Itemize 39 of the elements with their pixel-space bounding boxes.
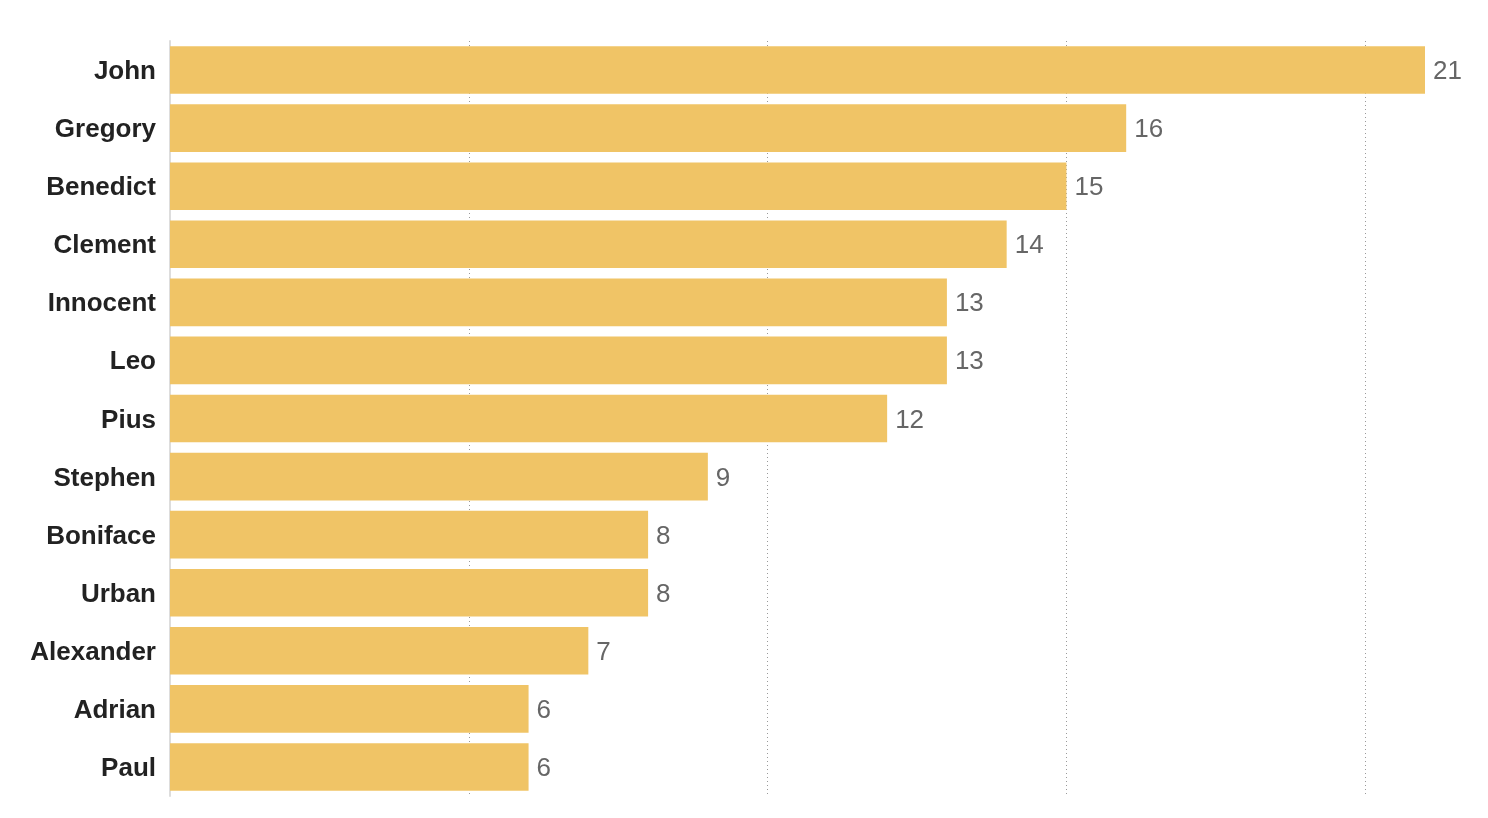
data-label: 6	[536, 751, 552, 782]
bar	[170, 162, 1067, 210]
bar	[170, 452, 708, 501]
data-label: 8	[656, 577, 671, 608]
data-label: 6	[536, 693, 552, 724]
data-label: 15	[1074, 171, 1104, 202]
y-tick-label: Innocent	[47, 287, 157, 318]
y-tick-label: Benedict	[46, 171, 157, 202]
bar	[170, 336, 947, 385]
data-label: 7	[596, 635, 611, 666]
bar	[170, 568, 649, 617]
y-tick-label: Adrian	[73, 693, 156, 724]
y-tick-label: Stephen	[53, 461, 156, 492]
bar	[170, 685, 529, 733]
data-label: 13	[954, 287, 984, 318]
bar	[170, 104, 1127, 152]
y-tick-label: Leo	[109, 345, 156, 376]
bar	[170, 627, 589, 675]
bar	[170, 394, 888, 443]
data-label: 12	[895, 403, 925, 434]
y-tick-label: Gregory	[54, 113, 157, 144]
y-tick-label: Urban	[80, 577, 156, 608]
y-tick-label: Alexander	[30, 635, 156, 666]
y-tick-label: Boniface	[46, 519, 156, 550]
y-tick-label: Clement	[53, 229, 157, 260]
data-label: 16	[1134, 113, 1164, 144]
data-label: 8	[656, 519, 671, 550]
data-label: 9	[715, 461, 731, 492]
y-tick-label: Pius	[101, 403, 156, 434]
data-label: 13	[954, 345, 984, 376]
bar	[170, 46, 1425, 94]
data-label: 21	[1433, 55, 1462, 86]
y-tick-label: John	[93, 55, 156, 86]
data-label: 14	[1014, 229, 1044, 260]
bar	[170, 510, 649, 559]
bar	[170, 743, 529, 791]
bar	[170, 220, 1007, 269]
bar	[170, 278, 947, 327]
y-tick-label: Paul	[101, 751, 156, 782]
